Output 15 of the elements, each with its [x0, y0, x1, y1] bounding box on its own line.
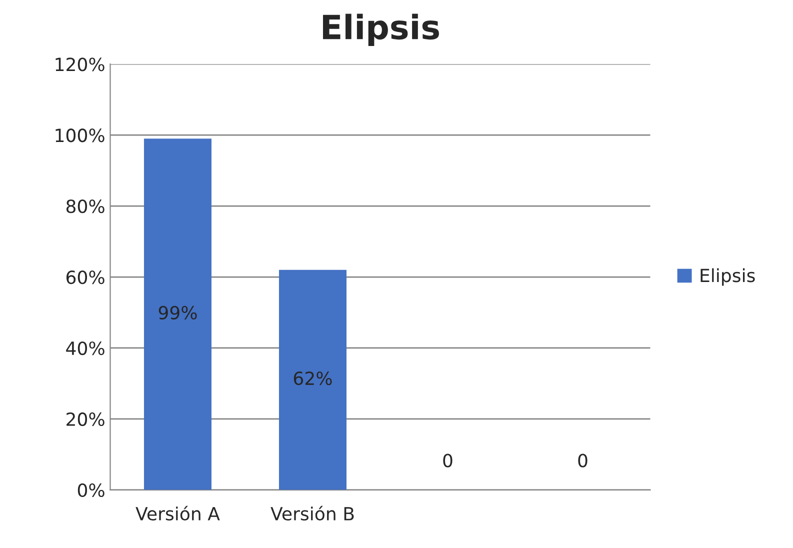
x-tick-label: Versión B	[270, 506, 354, 521]
y-tick-label: 40%	[66, 341, 104, 356]
y-tick-label: 20%	[66, 412, 104, 426]
y-tick-label: 100%	[56, 128, 104, 142]
data-label: 99%	[158, 306, 197, 320]
y-tick-label: 0%	[78, 483, 104, 498]
y-tick-label: 60%	[66, 270, 104, 284]
data-label: 0	[443, 454, 452, 468]
legend-label: Elipsis	[700, 268, 755, 286]
x-tick-label: Versión A	[136, 506, 220, 521]
data-label: 62%	[294, 371, 332, 386]
data-label: 0	[578, 454, 588, 468]
y-tick-label: 120%	[56, 58, 104, 72]
y-tick-label: 80%	[66, 200, 104, 214]
chart-title: Elipsis	[323, 14, 439, 46]
